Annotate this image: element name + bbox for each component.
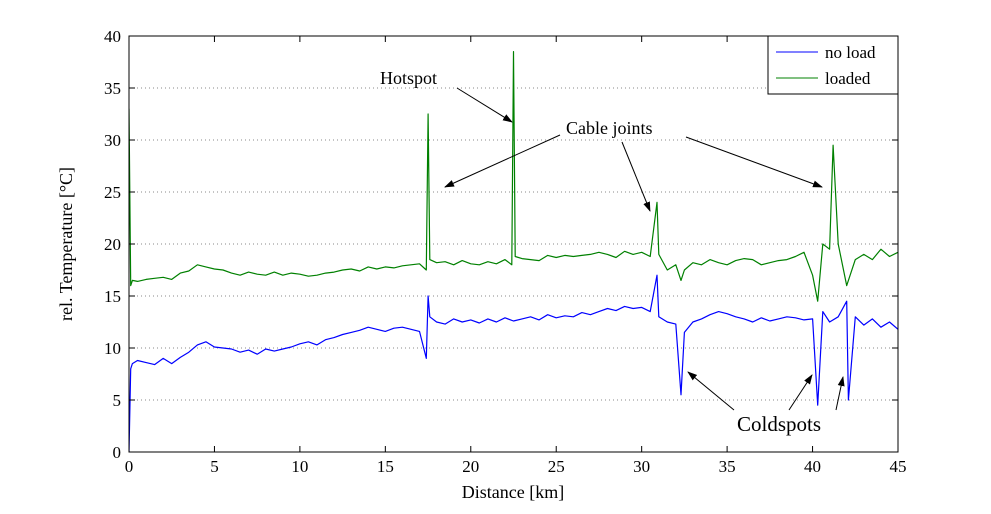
arrow-coldspot-3 xyxy=(835,376,845,411)
y-tick-label: 35 xyxy=(104,79,121,98)
y-tick-label: 20 xyxy=(104,235,121,254)
legend: no load loaded xyxy=(767,35,899,95)
x-tick-label: 40 xyxy=(804,457,821,476)
x-tick-label: 0 xyxy=(125,457,134,476)
y-tick-label: 5 xyxy=(113,391,122,410)
y-tick-label: 15 xyxy=(104,287,121,306)
annotations: Hotspot Cable joints Coldspots xyxy=(380,68,845,436)
arrow-coldspot-1 xyxy=(687,371,735,411)
y-axis-label: rel. Temperature [°C] xyxy=(56,167,76,321)
y-tick-label: 40 xyxy=(104,27,121,46)
arrow-cable-joint-2 xyxy=(621,141,651,212)
arrow-coldspot-2 xyxy=(788,374,813,411)
legend-box xyxy=(767,35,899,95)
annotation-cable-joints: Cable joints xyxy=(566,118,653,138)
x-tick-label: 30 xyxy=(633,457,650,476)
x-tick-label: 5 xyxy=(210,457,219,476)
x-axis-label: Distance [km] xyxy=(462,482,564,502)
annotation-coldspots: Coldspots xyxy=(737,412,821,436)
y-tick-label: 0 xyxy=(113,443,122,462)
y-tick-label: 25 xyxy=(104,183,121,202)
legend-label-no-load: no load xyxy=(825,43,876,62)
series-line-loaded xyxy=(129,50,898,302)
annotation-hotspot: Hotspot xyxy=(380,68,437,88)
x-tick-label: 15 xyxy=(377,457,394,476)
ticks: 0 5 10 15 20 25 30 35 40 0 5 10 15 20 25 30 35 40 45 xyxy=(104,27,907,476)
y-tick-label: 30 xyxy=(104,131,121,150)
arrow-cable-joint-1 xyxy=(444,134,561,188)
x-tick-label: 45 xyxy=(890,457,907,476)
arrow-hotspot xyxy=(456,87,513,123)
x-tick-label: 20 xyxy=(462,457,479,476)
x-tick-label: 10 xyxy=(291,457,308,476)
series-line-no-load xyxy=(129,274,898,452)
x-tick-label: 35 xyxy=(719,457,736,476)
x-tick-label: 25 xyxy=(548,457,565,476)
series-layer xyxy=(129,50,898,452)
y-tick-label: 10 xyxy=(104,339,121,358)
arrow-cable-joint-3 xyxy=(685,136,823,188)
legend-label-loaded: loaded xyxy=(825,69,871,88)
